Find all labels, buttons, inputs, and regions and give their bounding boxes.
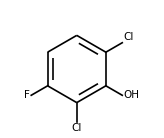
Text: F: F (24, 90, 30, 100)
Text: OH: OH (123, 90, 139, 100)
Text: Cl: Cl (123, 32, 134, 42)
Text: Cl: Cl (72, 123, 82, 133)
